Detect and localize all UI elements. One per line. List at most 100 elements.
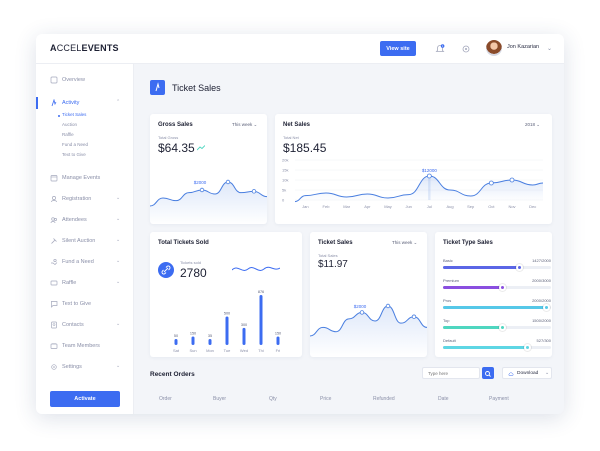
chevron-down-icon[interactable]: ⌄: [116, 237, 121, 243]
slider-handle-dot: [545, 306, 549, 309]
period-select[interactable]: This week ⌄: [392, 240, 418, 245]
gross-sales-tooltip: $2000: [194, 180, 207, 185]
tickets-sold-label: Tickets sold: [180, 260, 201, 265]
column-header-payment[interactable]: Payment: [489, 396, 509, 402]
ticket-type-slider[interactable]: [443, 324, 551, 331]
column-header-date[interactable]: Date: [438, 396, 449, 402]
ticket-type-slider-handle[interactable]: [523, 344, 531, 351]
auction-icon: [51, 238, 57, 244]
sidebar-item-label: Team Members: [62, 343, 100, 349]
sidebar-sub-raffle[interactable]: Raffle: [62, 132, 74, 137]
net-sales-value: $185.45: [283, 141, 327, 155]
contacts-icon: [51, 321, 57, 329]
chevron-down-icon[interactable]: ⌄: [116, 321, 121, 327]
ticket-type-name: Pros: [443, 298, 452, 303]
column-header-qty[interactable]: Qty: [269, 396, 277, 402]
search-button[interactable]: [482, 367, 494, 379]
net-sales-y-ticks: 0 5k 10k 15k 20k: [282, 158, 288, 203]
sidebar-item-contacts[interactable]: Contacts ⌄: [36, 319, 134, 331]
ticket-sales-points: [359, 303, 417, 319]
calendar-icon: [50, 175, 58, 182]
activate-button[interactable]: Activate: [50, 391, 120, 407]
x-tick-label: Feb: [323, 204, 331, 209]
chevron-down-icon[interactable]: ⌄: [116, 279, 121, 285]
bar-value-label: 150: [275, 331, 281, 335]
sidebar-item-label: Raffle: [62, 280, 77, 286]
sidebar-item-attendees[interactable]: Attendees ⌄: [36, 214, 134, 226]
sidebar-item-team-members[interactable]: Team Members: [36, 340, 134, 352]
sidebar-sub-auction[interactable]: Auction: [62, 122, 78, 127]
attendees-icon: [50, 217, 57, 224]
fund-icon: [51, 258, 58, 265]
ticket-sales-point: [411, 314, 417, 319]
sidebar-item-fund-a-need[interactable]: Fund a Need ⌄: [36, 256, 134, 268]
sidebar-item-label: Manage Events: [62, 175, 101, 181]
sidebar-item-raffle[interactable]: Raffle ⌄: [36, 277, 134, 289]
column-header-price[interactable]: Price: [320, 396, 332, 402]
sidebar-item-activity[interactable]: Activity ⌃: [36, 97, 134, 109]
view-site-button[interactable]: View site: [380, 41, 416, 56]
gear-icon[interactable]: [460, 43, 472, 55]
ticket-type-value: 1427/2000: [532, 258, 551, 263]
logo[interactable]: ACCELEVENTS: [50, 43, 119, 53]
column-header-refunded[interactable]: Refunded: [373, 396, 395, 402]
ticket-type-slider-handle[interactable]: [543, 304, 551, 311]
notification-bell-icon[interactable]: 1: [434, 43, 446, 55]
search-icon: [485, 371, 491, 377]
top-bar: ACCELEVENTS View site 1 Jon Kazarian ⌄: [36, 34, 564, 64]
x-tick-label: Sep: [467, 204, 475, 209]
chevron-down-icon[interactable]: ⌄: [116, 258, 121, 264]
team-icon: [50, 343, 58, 349]
chevron-down-icon[interactable]: ⌄: [547, 46, 553, 52]
sidebar-sub-text-to-give[interactable]: Text to Give: [62, 152, 86, 157]
column-header-order[interactable]: Order: [159, 396, 172, 402]
sidebar-item-registration[interactable]: Registration ⌄: [36, 193, 134, 205]
bar: [242, 327, 246, 345]
app-window: ACCELEVENTS View site 1 Jon Kazarian ⌄ O…: [36, 34, 564, 414]
net-sales-highlight-bar: [428, 176, 431, 200]
net-sales-chart: 0 5k 10k 15k 20k Jan Feb Mar Apr May Jun Jul Aug Sep…: [282, 158, 544, 209]
sidebar-sub-ticket-sales[interactable]: Ticket Sales: [62, 112, 87, 117]
orders-search-input[interactable]: [422, 367, 480, 379]
sidebar-item-overview[interactable]: Overview: [36, 74, 134, 86]
sidebar-item-manage-events[interactable]: Manage Events: [36, 172, 134, 184]
ticket-type-value: 527/300: [536, 338, 551, 343]
sidebar-item-settings[interactable]: Settings ⌄: [36, 361, 134, 373]
sidebar-item-silent-auction[interactable]: Silent Auction ⌄: [36, 235, 134, 247]
ticket-type-slider[interactable]: [443, 344, 551, 351]
sidebar-item-text-to-give[interactable]: Text to Give: [36, 298, 134, 310]
y-tick-label: 20k: [282, 158, 288, 163]
ticket-sales-chart: $2000: [310, 303, 427, 357]
period-select[interactable]: This week ⌄: [232, 122, 258, 127]
avatar[interactable]: [486, 40, 502, 56]
total-label: Total Gross: [158, 135, 179, 140]
sidebar-item-label: Overview: [62, 77, 85, 83]
sidebar: Overview Activity ⌃ Ticket Sales Auction…: [36, 64, 134, 414]
ticket-sales-point: [359, 310, 365, 315]
chevron-down-icon[interactable]: ⌄: [116, 363, 121, 369]
raffle-icon: [50, 280, 58, 286]
ticket-sales-area: [310, 306, 427, 357]
chevron-down-icon[interactable]: ⌄: [116, 195, 121, 201]
sidebar-item-label: Contacts: [62, 322, 84, 328]
y-tick-label: 10k: [282, 178, 288, 183]
gross-sales-point: [199, 187, 205, 193]
ticket-type-slider-fill: [443, 286, 503, 289]
chevron-down-icon[interactable]: ⌄: [116, 216, 121, 222]
ticket-type-slider-fill: [443, 326, 503, 329]
download-button[interactable]: Download ⌄: [502, 367, 552, 379]
sidebar-sub-fund-a-need[interactable]: Fund a Need: [62, 142, 89, 147]
year-select[interactable]: 2018 ⌄: [525, 122, 541, 127]
ticket-type-slider-handle[interactable]: [516, 264, 524, 271]
bar-value-label: 50: [174, 334, 178, 338]
gross-sales-point: [251, 189, 257, 194]
ticket-type-slider[interactable]: [443, 264, 551, 271]
ticket-sales-value: $11.97: [318, 259, 348, 270]
chevron-up-icon[interactable]: ⌃: [116, 99, 121, 105]
ticket-type-slider-handle[interactable]: [498, 284, 506, 291]
column-header-buyer[interactable]: Buyer: [213, 396, 227, 402]
user-name[interactable]: Jon Kazarian: [507, 44, 540, 50]
ticket-type-slider-handle[interactable]: [498, 324, 506, 331]
ticket-type-slider[interactable]: [443, 304, 551, 311]
ticket-type-slider[interactable]: [443, 284, 551, 291]
